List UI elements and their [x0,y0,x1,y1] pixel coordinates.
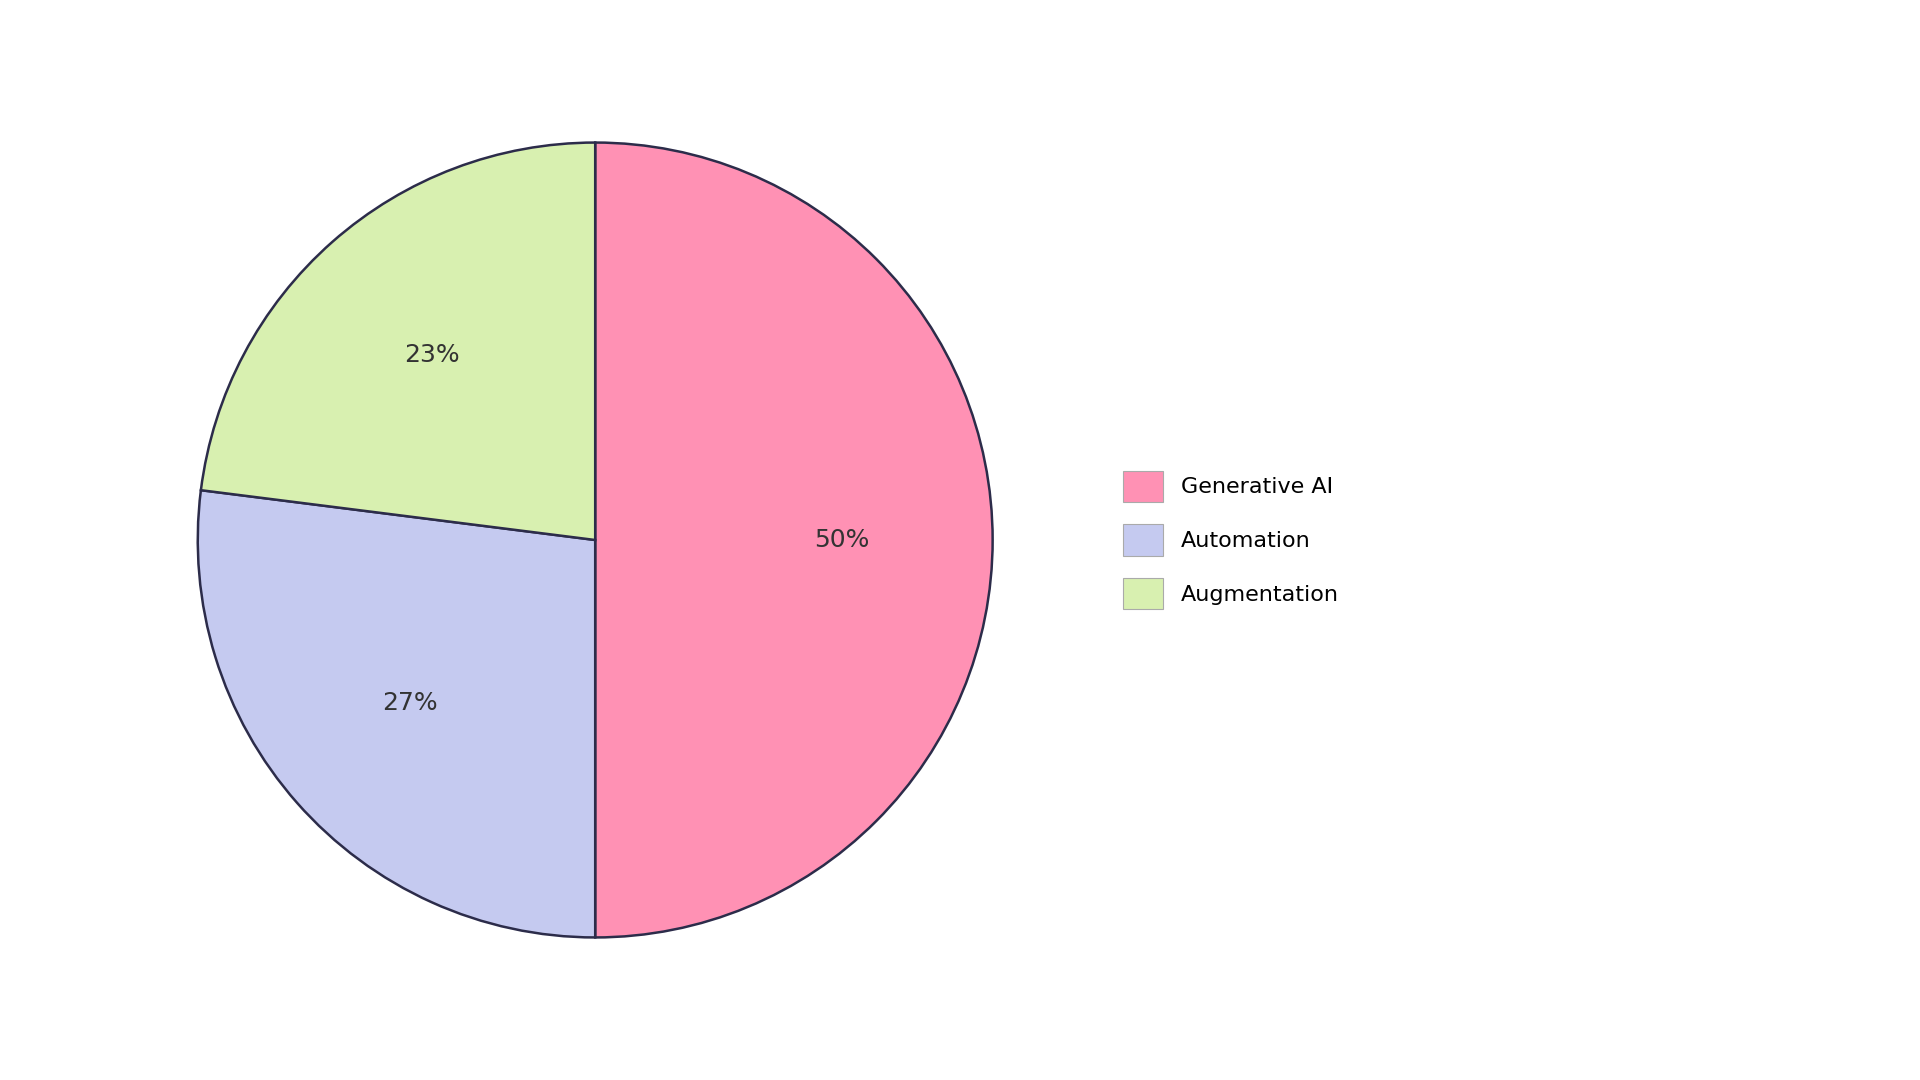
Wedge shape [595,143,993,937]
Legend: Generative AI, Automation, Augmentation: Generative AI, Automation, Augmentation [1123,471,1338,609]
Wedge shape [198,490,595,937]
Wedge shape [202,143,595,540]
Text: 50%: 50% [814,528,870,552]
Text: 23%: 23% [405,343,461,367]
Text: 27%: 27% [382,691,438,715]
